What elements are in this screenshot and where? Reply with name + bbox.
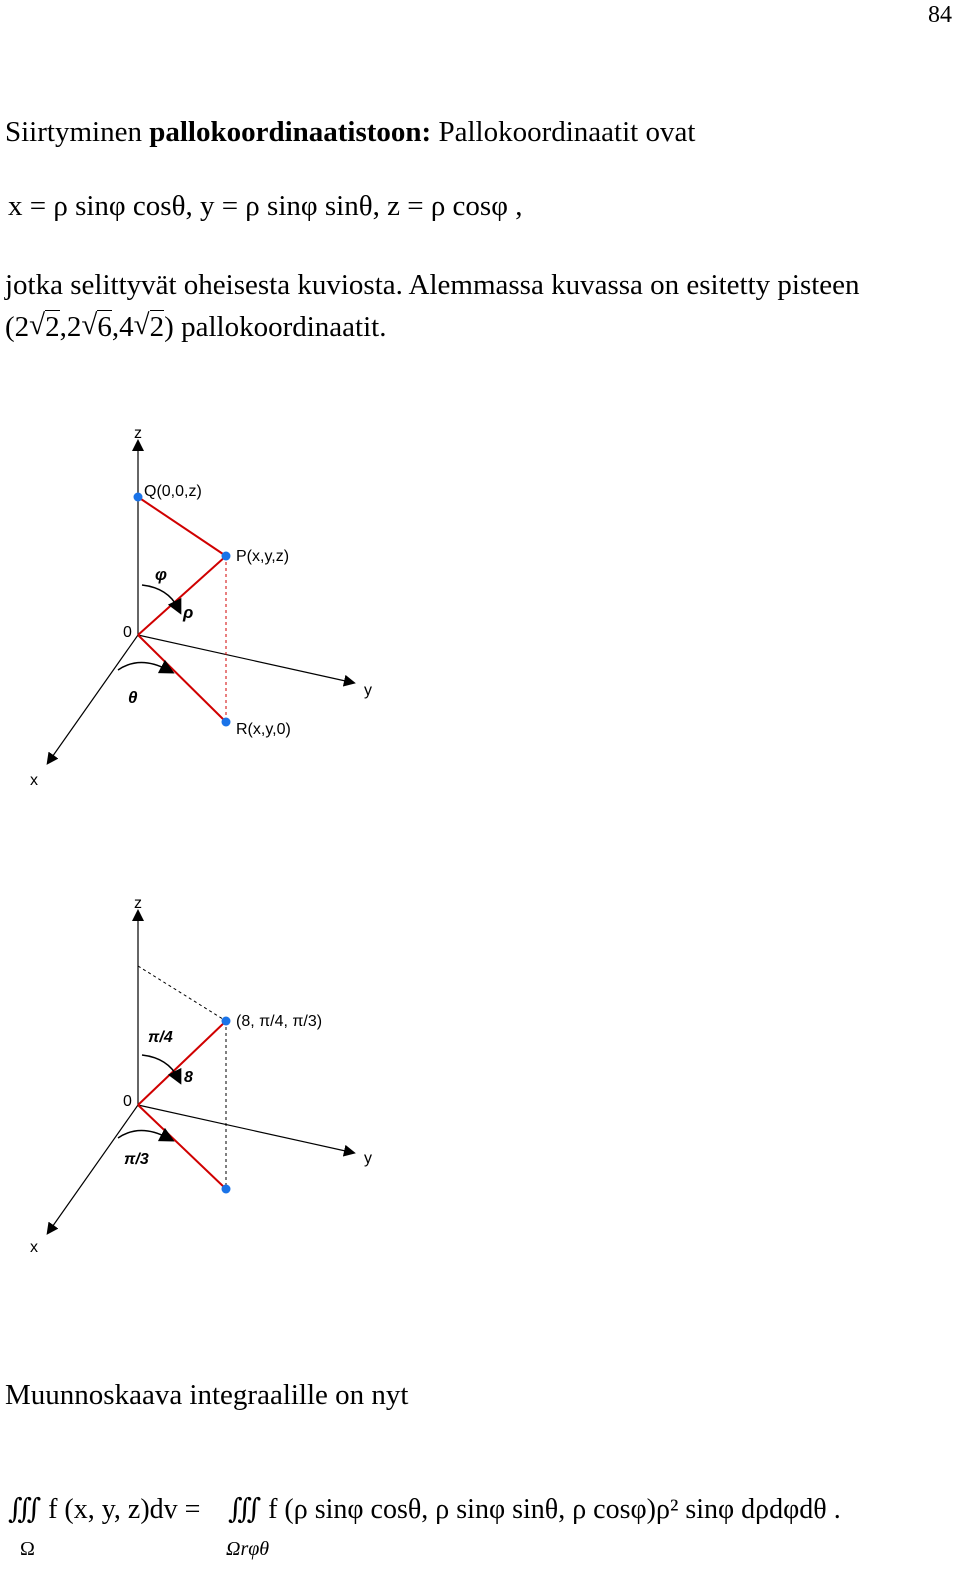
integral-rhs: ∭ f (ρ sinφ cosθ, ρ sinφ sinθ, ρ cosφ)ρ²… [228, 1494, 841, 1525]
y-axis [137, 634, 356, 687]
intro-text-before: Siirtyminen [5, 116, 150, 148]
theta-label: θ [128, 688, 138, 707]
point-r [221, 717, 231, 727]
point-p [221, 1016, 231, 1026]
theta-arc [117, 659, 175, 674]
q-to-p-line [137, 496, 227, 557]
z-label: z [134, 425, 142, 442]
intro-text-after: Pallokoordinaatit ovat [431, 116, 696, 148]
figure-example-point: z y x 0 (8, π/4, π/3) π/4 8 π/3 [30, 895, 372, 1256]
rho-label: 8 [184, 1069, 193, 1086]
y-label: y [364, 682, 372, 699]
point-mid-1: ,2 [59, 311, 82, 343]
point-close: ) [164, 311, 174, 343]
p-label: P(x,y,z) [236, 548, 289, 565]
integral-rhs-domain: Ωrφθ [226, 1538, 270, 1560]
point-p [221, 551, 231, 561]
rho-line [137, 1020, 227, 1106]
p-label: (8, π/4, π/3) [236, 1013, 322, 1030]
explanation-line-2: (22,26,42) pallokoordinaatit. [5, 308, 387, 344]
y-label: y [364, 1150, 372, 1167]
point-q [133, 492, 143, 502]
rho-label: ρ [182, 603, 193, 622]
dashed-top-line [137, 965, 227, 1022]
point-open: (2 [5, 311, 30, 343]
transform-heading: Muunnoskaava integraalille on nyt [5, 1379, 409, 1411]
sqrt-2: 6 [81, 308, 112, 344]
origin-to-r-line [137, 634, 227, 723]
intro-bold-term: pallokoordinaatistoon: [149, 116, 432, 148]
origin-label: 0 [123, 1093, 132, 1110]
x-axis [46, 1104, 139, 1235]
spherical-coordinates-formula: x = ρ sinφ cosθ, y = ρ sinφ sinθ, z = ρ … [8, 190, 523, 222]
theta-arc [117, 1127, 175, 1142]
explanation-line-1: jotka selittyvät oheisesta kuviosta. Ale… [5, 269, 860, 301]
z-label: z [134, 895, 142, 912]
sqrt-3: 2 [134, 308, 165, 344]
explanation-tail: pallokoordinaatit. [173, 311, 387, 343]
intro-paragraph: Siirtyminen pallokoordinaatistoon: Pallo… [5, 115, 695, 149]
integral-lhs-domain: Ω [20, 1538, 35, 1560]
sqrt-1: 2 [29, 308, 60, 344]
figure-spherical-coordinates: z y x 0 Q(0,0,z) P(x,y,z) R(x,y,0) φ ρ θ [30, 425, 372, 789]
rho-line [137, 555, 227, 636]
y-axis [137, 1104, 356, 1157]
point-projection [221, 1184, 231, 1194]
origin-to-projection-line [137, 1104, 227, 1190]
integral-lhs: ∭ f (x, y, z)dv = [8, 1494, 201, 1525]
q-label: Q(0,0,z) [144, 483, 202, 500]
point-mid-2: ,4 [111, 311, 134, 343]
x-label: x [30, 772, 38, 789]
origin-label: 0 [123, 624, 132, 641]
x-label: x [30, 1239, 38, 1256]
phi-label: φ [155, 565, 167, 584]
phi-arc [141, 1054, 182, 1085]
phi-arc [141, 584, 182, 615]
phi-label: π/4 [148, 1029, 173, 1046]
r-label: R(x,y,0) [236, 721, 291, 738]
theta-label: π/3 [124, 1151, 149, 1168]
x-axis [46, 634, 139, 765]
page-number: 84 [928, 2, 952, 28]
